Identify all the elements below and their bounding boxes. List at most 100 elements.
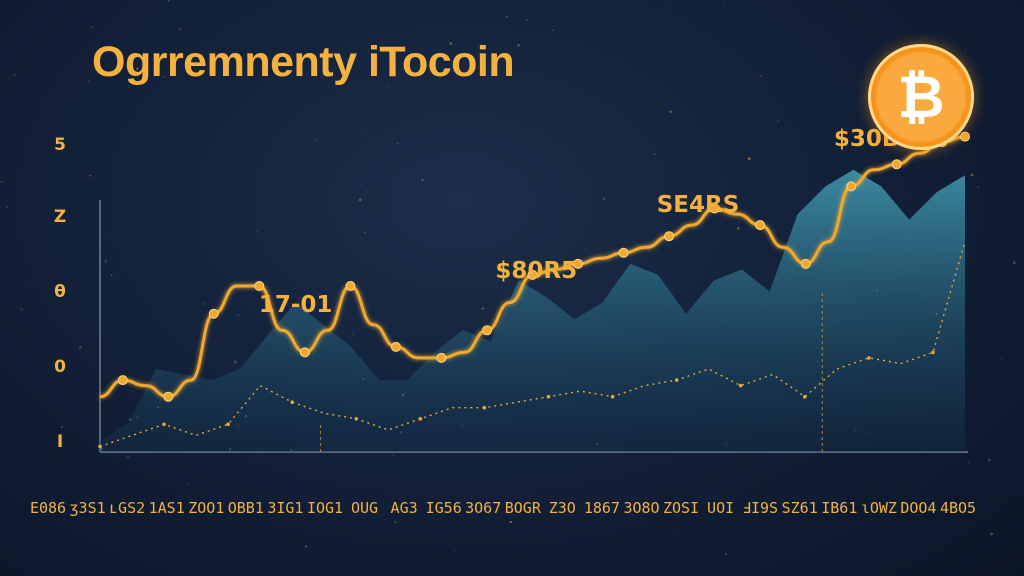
star [498, 263, 500, 265]
star [347, 59, 350, 62]
x-axis-ticks: E086 ʒ3S1 ʟGS2 1AS1 ZOO1 OBB1 3IG1 IOG1 OUG AG3 IG… [30, 499, 976, 517]
star [967, 461, 970, 464]
line-series-point [299, 347, 310, 358]
x-tick-label: 1AS1 [149, 499, 185, 517]
dotted-series-point [738, 383, 743, 388]
dotted-series-point [803, 394, 807, 399]
dotted-series-point [354, 417, 359, 421]
x-tick-label: IB61 [821, 499, 857, 517]
x-tick-label: IOG1 [307, 499, 343, 517]
star [805, 570, 807, 572]
star [965, 50, 967, 53]
line-series-point [755, 220, 766, 231]
star [970, 173, 974, 177]
star [396, 143, 399, 145]
x-tick-label: IG56 [426, 499, 462, 517]
star [315, 138, 318, 141]
star [237, 314, 239, 316]
bitcoin-coin-icon: ₿ [868, 44, 974, 150]
star [179, 27, 182, 31]
star [285, 198, 287, 200]
star [234, 360, 237, 363]
star [298, 89, 300, 91]
star [386, 85, 388, 87]
star [6, 206, 9, 209]
star [625, 68, 627, 70]
dotted-series-point [931, 350, 935, 355]
star [234, 477, 236, 479]
x-tick-label: BOGR [505, 499, 542, 517]
y-tick-label: Z [54, 207, 66, 227]
star [404, 477, 406, 479]
star [747, 157, 751, 161]
star [150, 189, 152, 191]
star [126, 455, 130, 459]
star [299, 70, 301, 72]
star [28, 285, 31, 287]
star [679, 528, 681, 530]
x-tick-label: 1867 [584, 499, 620, 517]
star [1002, 2, 1003, 4]
area-series-shape [100, 169, 965, 453]
star [208, 356, 210, 358]
star [737, 227, 740, 230]
bitcoin-symbol: ₿ [868, 44, 974, 150]
x-tick-label: ZOSI [663, 499, 699, 517]
star [669, 4, 671, 5]
star [394, 520, 397, 523]
chart-title: Ogrremnenty iTocoin [92, 38, 515, 86]
star [603, 197, 606, 200]
star [692, 534, 694, 536]
star [1001, 358, 1003, 360]
dotted-series-point [610, 394, 615, 399]
line-series-point [163, 391, 174, 402]
x-tick-label: OBB1 [228, 499, 264, 517]
star [84, 38, 86, 40]
dotted-series-point [482, 405, 487, 410]
x-tick-label: 4BO5 [940, 499, 976, 517]
star [289, 0, 292, 1]
star [167, 0, 170, 2]
area-series [100, 169, 965, 453]
star [723, 7, 725, 9]
star [61, 426, 63, 428]
dotted-series-point [290, 400, 295, 405]
star [1013, 379, 1015, 380]
star [987, 458, 991, 462]
line-series-point [527, 269, 538, 280]
star [186, 483, 189, 485]
x-tick-label: ℲI9S [742, 499, 778, 517]
star [653, 153, 656, 155]
line-series-point [573, 258, 583, 269]
star [20, 308, 23, 311]
x-tick-label: 3IG1 [267, 499, 303, 517]
x-tick-label: Z3O [549, 499, 576, 517]
star [567, 13, 569, 15]
line-series-point [618, 247, 629, 258]
star [88, 80, 90, 83]
star [428, 65, 431, 68]
star [505, 29, 507, 31]
x-tick-label: ɩOWZ [861, 499, 897, 517]
line-series-point [482, 325, 492, 336]
x-tick-label: ʟGS2 [109, 499, 145, 517]
line-series-point [846, 181, 857, 192]
star [977, 186, 979, 188]
star [481, 307, 484, 310]
star [57, 147, 59, 149]
line-series-point [345, 281, 356, 291]
star [164, 53, 167, 56]
star [552, 29, 555, 32]
annotation-label: 17-01 [259, 292, 333, 318]
star [505, 15, 508, 18]
star [526, 19, 528, 22]
y-axis-ticks: 5 Zθ 0 I [54, 135, 66, 452]
star [359, 201, 361, 202]
x-tick-label: UOI [707, 499, 734, 517]
line-series-point [960, 131, 970, 142]
y-tick-label: 5 [54, 135, 66, 155]
line-series-point [664, 231, 675, 242]
line-series-point [390, 341, 401, 352]
x-tick-label: 3O67 [465, 499, 501, 517]
